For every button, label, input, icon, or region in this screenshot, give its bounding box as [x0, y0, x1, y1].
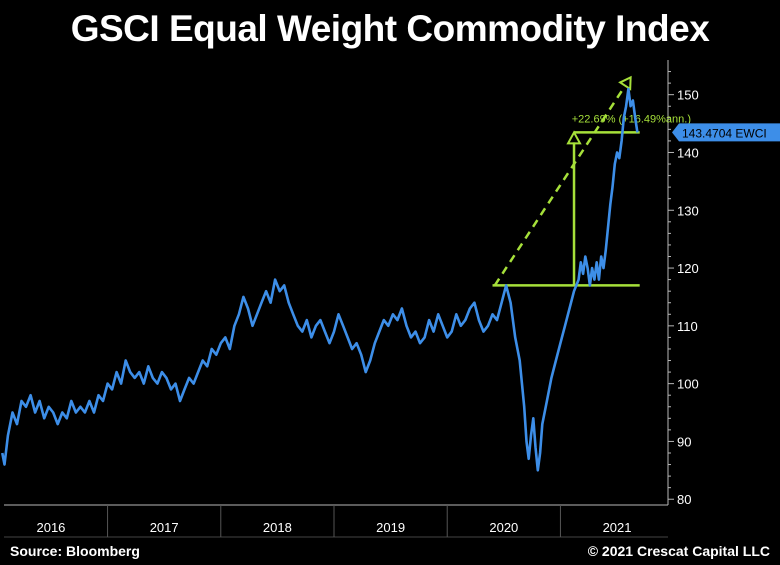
y-tick-label: 120 — [677, 261, 699, 276]
y-tick-label: 150 — [677, 88, 699, 103]
last-value-label: 143.4704 EWCI — [682, 126, 767, 140]
x-tick-label: 2018 — [263, 520, 292, 535]
series-layer — [1, 87, 639, 472]
x-tick-label: 2021 — [603, 520, 632, 535]
y-tick-label: 100 — [677, 377, 699, 392]
y-tick-label: 80 — [677, 492, 691, 507]
y-tick-label: 130 — [677, 203, 699, 218]
gain-arrow-head — [566, 130, 582, 145]
x-tick-label: 2017 — [150, 520, 179, 535]
y-tick-label: 110 — [677, 319, 698, 334]
label-layer: 143.4704 EWCI — [672, 123, 780, 142]
trend-arrow-head — [618, 75, 632, 91]
series-line-ewci — [1, 87, 639, 472]
y-tick-label: 90 — [677, 434, 691, 449]
trend-arrow-shaft — [493, 85, 627, 287]
annotation-layer: +22.69% (+16.49%ann.) — [492, 75, 691, 287]
x-tick-label: 2020 — [489, 520, 518, 535]
source-note: Source: Bloomberg — [10, 543, 140, 559]
last-value-badge — [672, 123, 780, 142]
y-tick-label: 140 — [677, 145, 699, 160]
x-tick-label: 2019 — [376, 520, 405, 535]
x-tick-label: 2016 — [36, 520, 65, 535]
chart-title: GSCI Equal Weight Commodity Index — [70, 8, 710, 49]
gain-annotation-label: +22.69% (+16.49%ann.) — [572, 113, 691, 125]
axis-layer: 80 90 100 110 120 130 140 150 2016 2017 2018 2019 20… — [4, 60, 699, 538]
copyright-note: © 2021 Crescat Capital LLC — [587, 543, 770, 559]
